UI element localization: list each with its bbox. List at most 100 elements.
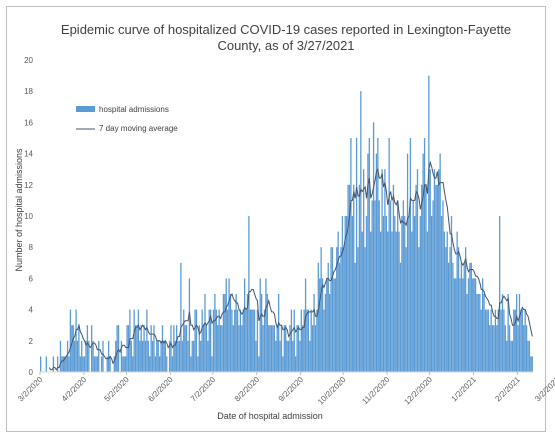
admission-bar (302, 325, 304, 372)
admission-bar (313, 294, 315, 372)
admission-bar (425, 184, 427, 372)
admission-bar (389, 200, 392, 372)
admission-bar (331, 247, 334, 372)
admission-bar (83, 356, 86, 372)
admission-bar (253, 309, 256, 372)
admission-bar (61, 356, 63, 372)
admission-bar (64, 356, 66, 372)
admission-bar (143, 325, 145, 372)
admission-bar (164, 340, 166, 372)
admission-bar (225, 278, 227, 372)
admission-bar (304, 278, 307, 372)
admission-bar (378, 200, 380, 372)
admission-bar (401, 216, 403, 372)
admission-bar (98, 340, 100, 372)
admission-bar (122, 356, 124, 372)
admission-bar (489, 325, 491, 372)
moving-average-line (48, 160, 533, 371)
legend-swatch-admissions (76, 106, 95, 112)
legend: hospital admissions 7 day moving average (76, 105, 178, 133)
admission-bar (431, 216, 433, 372)
admission-bar (445, 247, 447, 372)
admission-bar (214, 294, 216, 372)
admission-bar (188, 278, 191, 372)
admission-bar (285, 325, 287, 372)
admission-bar (256, 309, 259, 372)
admission-bar (391, 231, 393, 372)
admission-bar (312, 325, 314, 372)
admission-bar (229, 294, 232, 372)
admission-bar (239, 309, 242, 372)
admission-bar (496, 325, 498, 372)
y-tick-label: 14 (24, 150, 33, 159)
admission-bar (75, 309, 77, 372)
admission-bar (242, 309, 244, 372)
admission-bar (513, 309, 515, 372)
admission-bar (355, 138, 358, 372)
admission-bar (501, 294, 504, 372)
admission-bar (293, 309, 295, 372)
admission-bar (365, 216, 368, 372)
admission-bar (384, 169, 386, 372)
admission-bar (272, 325, 274, 372)
admission-bar (321, 278, 324, 372)
admission-bar (265, 278, 267, 372)
admission-bar (344, 216, 346, 372)
admission-bar (404, 216, 406, 372)
admission-bar (234, 309, 236, 372)
y-tick-label: 16 (24, 118, 33, 127)
admission-bar (428, 75, 430, 372)
admission-bar (499, 216, 501, 372)
admission-bar (279, 340, 281, 372)
admission-bar (457, 247, 460, 372)
admission-bar (292, 340, 294, 372)
admission-bar (487, 309, 489, 372)
admission-bar (268, 325, 270, 372)
admission-bar (364, 247, 366, 372)
legend-label-admissions: hospital admissions (99, 105, 169, 114)
admission-bar (483, 294, 485, 372)
admission-bar (398, 231, 400, 372)
admission-bar (252, 309, 254, 372)
admission-bar (455, 278, 457, 372)
y-tick-label: 2 (29, 337, 34, 346)
admission-bar (463, 262, 465, 372)
admission-bar (276, 325, 278, 372)
admission-bar (65, 356, 67, 372)
admission-bar (88, 340, 90, 372)
admission-bar (224, 294, 226, 372)
admission-bar (45, 356, 47, 372)
admission-bar (388, 138, 390, 372)
x-tick-label: 3/2/2020 (16, 375, 45, 404)
admission-bar (173, 325, 175, 372)
admission-bar (297, 325, 300, 372)
admission-bar (418, 247, 420, 372)
admission-bar (300, 309, 302, 372)
admission-bar (117, 325, 120, 372)
y-tick-label: 10 (24, 212, 33, 221)
admission-bar (142, 340, 144, 372)
x-tick-label: 9/2/2020 (277, 375, 306, 404)
admission-bar (521, 309, 523, 372)
admission-bar (435, 184, 437, 372)
admission-bar (340, 247, 342, 372)
admission-bar (385, 216, 387, 372)
admission-bar (436, 184, 438, 372)
admission-bar (245, 309, 247, 372)
admission-bar (317, 262, 319, 372)
admission-bar (153, 325, 155, 372)
admission-bar (95, 356, 97, 372)
admission-bar (523, 325, 525, 372)
admission-bar (351, 216, 353, 372)
admission-bar (266, 294, 268, 372)
admission-bar (82, 356, 84, 372)
admission-bar (109, 356, 111, 372)
x-tick-label: 11/2/2020 (360, 375, 391, 406)
admission-bar (363, 169, 365, 372)
admission-bar (123, 356, 125, 372)
admission-bar (411, 231, 413, 372)
admission-bar (397, 200, 399, 372)
admission-bar (337, 231, 339, 372)
y-tick-label: 20 (24, 56, 33, 65)
